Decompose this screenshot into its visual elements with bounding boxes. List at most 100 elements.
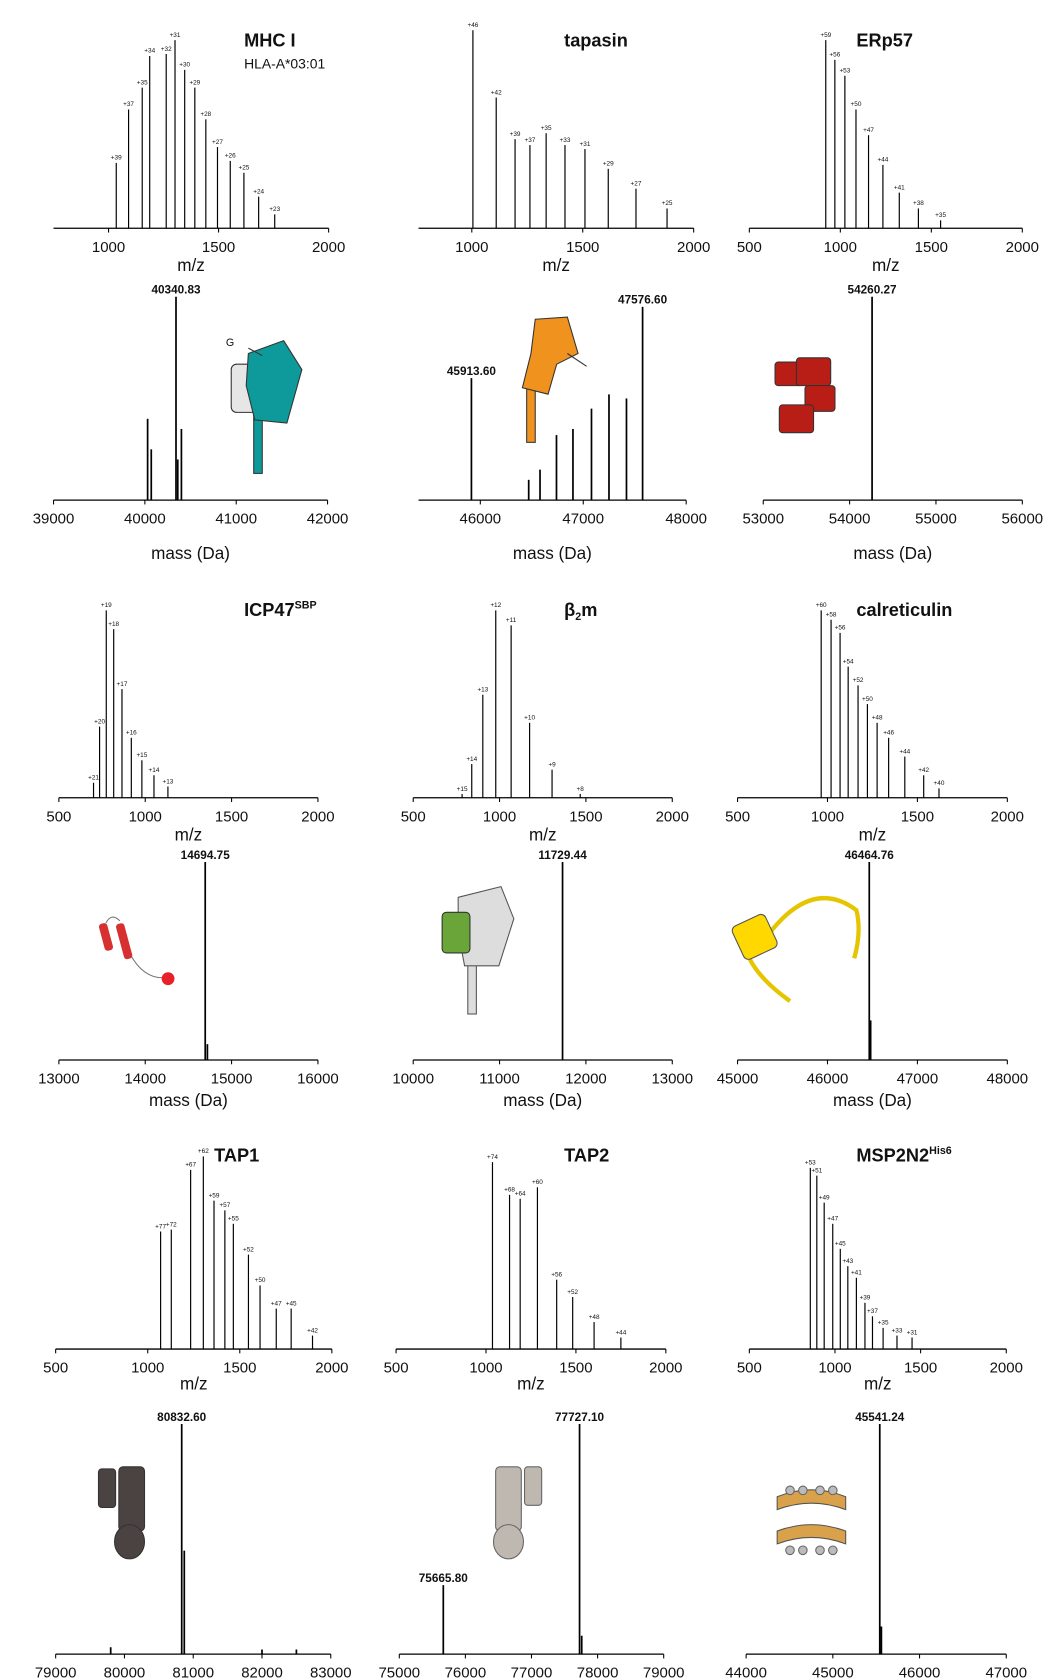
peak-label: +32 [161,46,172,53]
peak-label: +33 [892,1327,903,1334]
peak-label: +31 [170,32,181,39]
x-tick-label: 83000 [310,1665,352,1679]
peak-label: +37 [524,137,535,144]
x-tick-label: 12000 [565,1071,607,1088]
peak-label: 40340.83 [151,284,201,297]
x-tick-label: 500 [737,239,762,256]
title-text: TAP2 [564,1146,609,1166]
peak-label: +53 [839,68,850,75]
peak-label: +27 [631,180,642,187]
x-tick-label: 76000 [445,1665,487,1679]
panel: 500 1000 1500 2000 m/z +74 +68+64 +60 +56 +52 +48 +… [384,1146,683,1394]
peak-label: +68 [504,1187,515,1194]
x-tick-label: 1500 [901,808,934,825]
x-tick-label: 1500 [566,239,599,256]
panel: 500 1000 1500 2000 m/z +60 +58 +56 +54 +52 +50 +48 +… [725,600,1024,845]
x-tick-label: 40000 [124,511,166,528]
panel: 39000 40000 41000 42000 mass (Da) 40340.83 [33,284,349,563]
x-tick-label: 2000 [649,1360,682,1377]
x-tick-label: 44000 [725,1665,767,1679]
x-tick-label: 81000 [172,1665,214,1679]
peak-label: +25 [662,200,673,207]
peak-label: +17 [117,681,128,688]
peak-label: +42 [918,767,929,774]
x-tick-label: 1000 [824,239,857,256]
x-tick-label: 16000 [297,1071,339,1088]
peak-label: +8 [577,786,585,793]
peak-label: +41 [894,184,905,191]
x-axis-label: mass (Da) [833,1091,912,1110]
icp47-linker [105,916,166,979]
x-tick-label: 47000 [562,511,604,528]
x-axis-label: mass (Da) [853,544,932,563]
tap1-cartoon [97,1466,146,1560]
peak-label: +50 [862,696,873,703]
peak-label: 46464.76 [845,849,895,862]
peak-label: 75665.80 [419,1572,469,1585]
panel: 500 1000 1500 2000 m/z +21 +20 +19 +18 +17 +16 +15 +… [46,599,334,844]
x-tick-label: 75000 [378,1665,420,1679]
x-tick-label: 1500 [569,808,602,825]
peak-label: +64 [515,1191,526,1198]
peak-label: +37 [123,101,134,108]
peak-label: +51 [811,1167,822,1174]
peak-label: +44 [899,748,910,755]
x-tick-label: 2000 [656,808,689,825]
panel-title: TAP1 [214,1146,259,1166]
peak-label: +39 [111,155,122,162]
peak-label: +42 [491,89,502,96]
b2m-cartoon [441,885,515,1015]
peak-label: +44 [615,1329,626,1336]
peak-label: 11729.44 [538,849,587,862]
peak-label: 47576.60 [618,294,668,307]
x-axis-label: m/z [180,1375,208,1394]
peak-label: +40 [934,780,945,787]
erp57-cartoon [774,357,836,434]
x-tick-label: 82000 [241,1665,283,1679]
peak-label: +29 [189,79,200,86]
title-text: TAP1 [214,1146,259,1166]
x-tick-label: 1500 [223,1360,256,1377]
panel: 13000 14000 15000 16000 mass (Da) 14694.75 [38,849,339,1110]
peak-label: +72 [166,1221,177,1228]
peak-label: +46 [883,730,894,737]
panel-title: β2m [564,600,597,623]
x-tick-label: 55000 [915,511,957,528]
peak-label: +58 [826,612,837,619]
peak-label: +52 [567,1289,578,1296]
peak-label: +45 [286,1300,297,1307]
x-axis-label: m/z [177,256,205,275]
peak-label: +67 [185,1162,196,1169]
x-tick-label: 2000 [315,1360,348,1377]
x-tick-label: 500 [46,808,71,825]
peak-label: +18 [108,621,119,628]
peak-label: +19 [101,602,112,609]
peak-label: +35 [878,1320,889,1327]
peak-label: +14 [466,756,477,763]
peak-label: +39 [860,1295,871,1302]
panel: 10000 11000 12000 13000 mass (Da) 11729.44 [392,849,693,1110]
x-tick-label: 46000 [460,511,502,528]
tap1-tmd0 [97,1468,117,1509]
x-tick-label: 1000 [131,1360,164,1377]
peak-label: +39 [510,131,521,138]
nanodisc-cartoon [776,1485,847,1556]
peak-label: +35 [137,79,148,86]
x-axis-label: mass (Da) [503,1091,582,1110]
panel: 1000 1500 2000 m/z +39 +37 +35 +34 +32 +31 +30 +29 +… [53,30,345,275]
b2m-domain [441,911,471,954]
x-axis-label: mass (Da) [513,544,592,563]
tapasin-cartoon [521,316,587,443]
panel-title: MHC I [244,30,296,50]
peak-label: +35 [935,212,946,219]
x-tick-label: 1000 [129,808,162,825]
x-axis-label: mass (Da) [151,544,230,563]
panel: 500 1000 1500 2000 m/z +59 +56 +53 +50 +47 +44 +41 +… [737,30,1039,275]
tap2-cartoon [492,1466,543,1560]
x-tick-label: 39000 [33,511,75,528]
peak-label: +57 [219,1202,230,1209]
peak-label: +47 [863,127,874,134]
peak-label: +46 [467,22,478,29]
x-tick-label: 47000 [985,1665,1027,1679]
